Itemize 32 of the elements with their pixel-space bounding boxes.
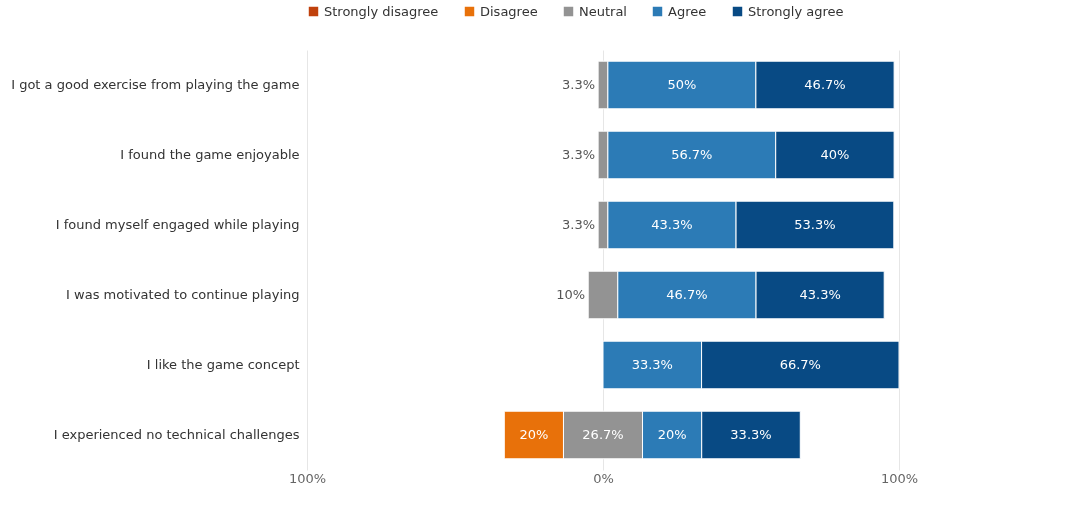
data-label: 33.3% bbox=[730, 427, 772, 442]
x-tick-label: 100% bbox=[880, 470, 919, 486]
data-label: 56.7% bbox=[671, 147, 713, 162]
legend-label: Strongly disagree bbox=[324, 3, 439, 19]
data-label: 10% bbox=[556, 287, 586, 302]
y-tick-label: I found myself engaged while playing bbox=[55, 217, 300, 232]
data-label: 43.3% bbox=[799, 287, 841, 302]
data-label: 50% bbox=[667, 77, 697, 92]
y-tick-label: I experienced no technical challenges bbox=[53, 427, 300, 442]
y-tick-label: I found the game enjoyable bbox=[120, 147, 300, 162]
y-tick-label: I was motivated to continue playing bbox=[66, 287, 300, 302]
data-label: 3.3% bbox=[562, 77, 596, 92]
x-tick-label: 0% bbox=[593, 470, 614, 486]
data-label: 66.7% bbox=[779, 357, 821, 372]
data-label: 46.7% bbox=[666, 287, 708, 302]
y-tick-label: I like the game concept bbox=[146, 357, 300, 372]
legend-label: Disagree bbox=[480, 3, 538, 19]
data-label: 20% bbox=[657, 427, 687, 442]
data-label: 43.3% bbox=[651, 217, 693, 232]
data-label: 46.7% bbox=[804, 77, 846, 92]
y-tick-label: I got a good exercise from playing the game bbox=[11, 77, 300, 92]
legend-label: Neutral bbox=[579, 3, 627, 19]
legend-label: Strongly agree bbox=[748, 3, 844, 19]
data-label: 33.3% bbox=[631, 357, 673, 372]
data-label: 53.3% bbox=[794, 217, 836, 232]
data-label: 3.3% bbox=[562, 217, 596, 232]
data-label: 26.7% bbox=[582, 427, 624, 442]
x-tick-label: 100% bbox=[288, 470, 327, 486]
data-label: 40% bbox=[820, 147, 850, 162]
legend-label: Agree bbox=[668, 3, 707, 19]
data-label: 20% bbox=[519, 427, 549, 442]
data-label: 3.3% bbox=[562, 147, 596, 162]
